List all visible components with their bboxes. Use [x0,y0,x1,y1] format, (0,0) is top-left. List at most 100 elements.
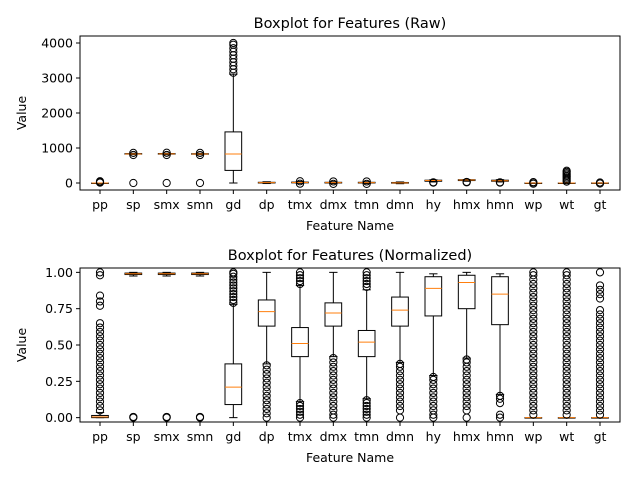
outlier-wt [562,406,571,415]
box-tmx [291,327,309,358]
x-tick-label-sp: sp [126,429,141,444]
outlier-dmx [329,367,338,376]
box-hy [424,276,443,317]
outlier-pp [95,301,105,310]
outlier-wt [562,271,571,280]
outlier-wt [562,371,571,380]
outlier-hmn [495,178,505,187]
outlier-sp [129,178,138,188]
outlier-dmn [395,371,405,380]
outlier-pp [95,380,105,389]
outlier-gt [595,281,605,290]
outlier-hy [429,393,438,402]
x-tick-label-pp: pp [92,197,108,212]
outlier-wt [562,358,571,367]
outlier-dp [262,400,271,409]
outlier-dp [262,365,271,374]
outlier-hmx [462,177,471,187]
outlier-tmx [295,179,305,188]
outlier-gt [595,345,605,354]
x-tick-label-wt: wt [559,197,574,212]
x-tick-label-dp: dp [259,429,275,444]
outlier-pp [95,353,105,363]
outlier-tmn [362,399,371,408]
outlier-gt [595,380,605,389]
outlier-gt [595,397,605,406]
outlier-gt [595,384,605,393]
outlier-dmn [395,380,405,389]
chart-title-raw: Boxplot for Features (Raw) [254,16,447,32]
x-tick-label-smn: smn [187,429,214,444]
outlier-wp [529,345,538,354]
outlier-wp [529,353,538,363]
outlier-tmn [362,410,371,419]
outlier-wp [529,397,538,406]
raw-boxplot-chart: Boxplot for Features (Raw) Feature Name … [14,16,621,233]
outlier-gt [595,268,605,277]
outlier-dmx [329,388,338,398]
x-tick-label-tmx: tmx [288,429,312,444]
outlier-wt [562,349,571,358]
y-tick-label: 1000 [41,141,73,156]
outlier-wp [529,178,538,187]
outlier-dmx [329,177,338,186]
outlier-wt [562,401,571,411]
x-tick-label-hy: hy [426,429,442,444]
outlier-gt [595,332,605,341]
outlier-pp [95,349,105,358]
outlier-wp [529,340,538,350]
outlier-gd [229,295,238,305]
outlier-pp [95,367,105,376]
y-axis-label-raw: Value [14,96,29,131]
y-tick-label: 0.25 [45,374,73,389]
outlier-dmx [329,410,338,419]
outlier-tmn [362,407,371,416]
outlier-pp [95,319,105,328]
outlier-hmx [462,375,471,384]
outlier-gt [595,388,605,398]
x-axis-label-raw: Feature Name [306,218,394,233]
outlier-wt [562,297,571,306]
outlier-wp [529,314,538,323]
outlier-hmx [462,413,471,422]
outlier-smx [162,150,171,160]
outlier-gt [595,358,605,367]
outlier-hmn [495,413,505,422]
outlier-dp [262,383,271,392]
outlier-dmn [395,362,405,371]
outlier-dmx [329,362,338,371]
outlier-gt [595,306,605,315]
x-tick-label-hmn: hmn [486,429,514,444]
chart-title-normalized: Boxplot for Features (Normalized) [228,248,472,264]
outlier-tmn [362,401,371,411]
outlier-hy [429,397,438,406]
outlier-dmx [329,380,338,389]
outlier-dp [262,413,271,422]
outlier-wp [529,358,538,367]
outlier-smn [195,178,205,188]
outlier-pp [95,393,105,402]
outlier-dp [262,404,271,414]
outlier-wt [562,332,571,341]
outlier-tmn [362,276,371,286]
outlier-wt [562,336,571,345]
outlier-dp [262,387,271,396]
outlier-tmn [362,274,371,283]
outlier-hmx [462,371,471,380]
outlier-gt [595,290,605,299]
x-tick-label-dmn: dmn [386,429,414,444]
outlier-wp [529,271,538,280]
outlier-hy [429,388,438,398]
outlier-wt [562,388,571,398]
y-tick-label: 2000 [41,106,73,121]
outlier-wp [529,384,538,393]
x-tick-label-dmn: dmn [386,197,414,212]
outlier-gd [229,44,238,53]
outlier-dp [262,374,271,383]
outlier-dmn [395,375,405,384]
outlier-pp [95,177,105,186]
outlier-gd [229,278,238,287]
outlier-gd [229,290,238,299]
outlier-wt [562,410,571,419]
outlier-gt [595,327,605,337]
